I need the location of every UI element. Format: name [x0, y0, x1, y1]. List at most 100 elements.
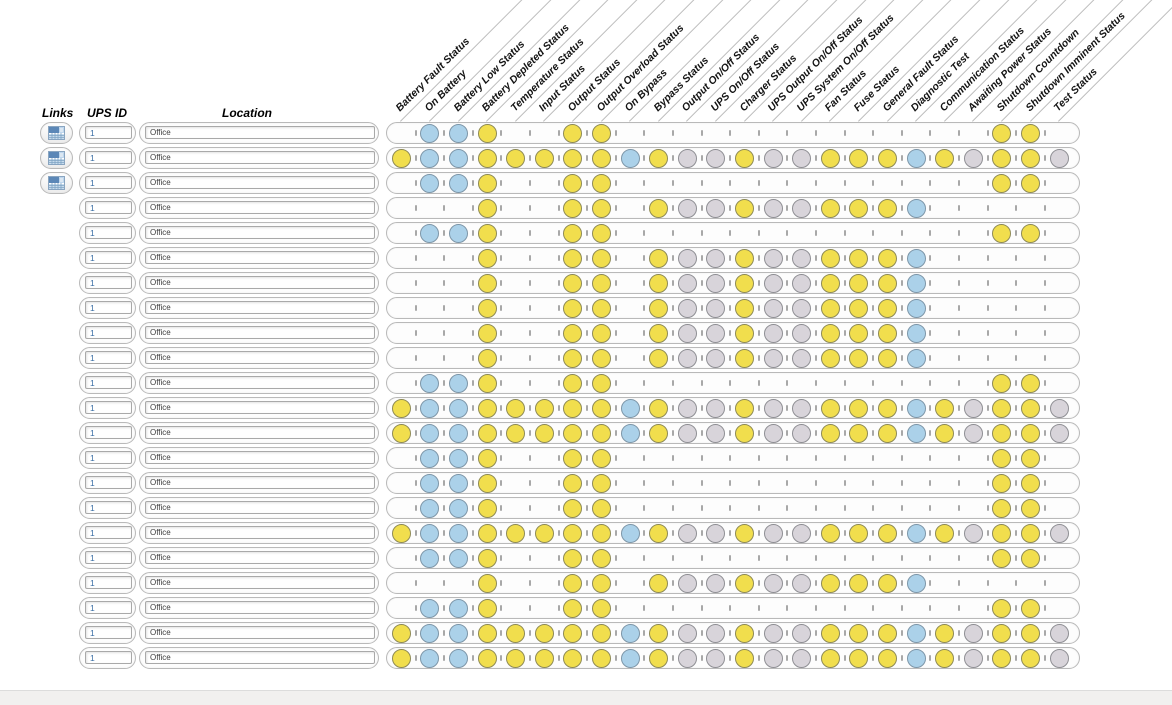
ups-id-input[interactable]: [85, 126, 132, 139]
status-led: [477, 598, 497, 618]
ups-id-input[interactable]: [85, 176, 132, 189]
status-cell: [816, 572, 845, 594]
ups-id-input[interactable]: [85, 251, 132, 264]
location-input[interactable]: [145, 226, 375, 239]
location-input[interactable]: [145, 451, 375, 464]
status-cell: [845, 297, 874, 319]
links-button[interactable]: [40, 172, 73, 194]
location-input[interactable]: [145, 126, 375, 139]
location-input[interactable]: [145, 151, 375, 164]
cell-separator: [843, 155, 846, 161]
cell-separator: [500, 380, 503, 386]
ups-id-input[interactable]: [85, 551, 132, 564]
ups-id-input[interactable]: [85, 301, 132, 314]
status-cell: [444, 597, 473, 619]
location-input[interactable]: [145, 401, 375, 414]
ups-id-input[interactable]: [85, 326, 132, 339]
location-input[interactable]: [145, 501, 375, 514]
cell-separator: [986, 155, 989, 161]
status-cell: [644, 147, 673, 169]
location-input[interactable]: [145, 426, 375, 439]
ups-id-input[interactable]: [85, 226, 132, 239]
ups-id-input[interactable]: [85, 201, 132, 214]
status-led: [877, 198, 897, 218]
status-led: [820, 523, 840, 543]
status-cell: [673, 497, 702, 519]
location-input[interactable]: [145, 476, 375, 489]
links-button[interactable]: [40, 122, 73, 144]
location-input[interactable]: [145, 351, 375, 364]
location-input[interactable]: [145, 276, 375, 289]
location-field-frame: [139, 497, 379, 519]
status-led: [963, 648, 983, 668]
status-cell: [387, 147, 416, 169]
status-cell: [444, 247, 473, 269]
cell-separator: [900, 580, 903, 586]
cell-separator: [1043, 555, 1046, 561]
location-input[interactable]: [145, 651, 375, 664]
ups-id-input[interactable]: [85, 626, 132, 639]
status-cell: [902, 397, 931, 419]
status-led: [763, 523, 783, 543]
status-cell: [587, 647, 616, 669]
location-input[interactable]: [145, 551, 375, 564]
ups-id-input[interactable]: [85, 426, 132, 439]
status-cell: [530, 572, 559, 594]
status-cell: [444, 197, 473, 219]
ups-id-field-frame: [79, 222, 136, 244]
cell-separator: [557, 630, 560, 636]
ups-id-input[interactable]: [85, 476, 132, 489]
status-cell: [501, 522, 530, 544]
ups-id-input[interactable]: [85, 451, 132, 464]
status-cell: [473, 397, 502, 419]
location-field-frame: [139, 247, 379, 269]
cell-separator: [900, 555, 903, 561]
status-cell: [1045, 647, 1074, 669]
status-cell: [902, 197, 931, 219]
location-input[interactable]: [145, 576, 375, 589]
status-led: [849, 298, 869, 318]
status-led: [792, 323, 812, 343]
location-input[interactable]: [145, 251, 375, 264]
ups-id-input[interactable]: [85, 526, 132, 539]
status-led: [649, 348, 669, 368]
location-input[interactable]: [145, 626, 375, 639]
status-led: [506, 423, 526, 443]
location-input[interactable]: [145, 301, 375, 314]
status-cell: [1016, 322, 1045, 344]
status-cell: [559, 597, 588, 619]
status-led: [448, 598, 468, 618]
ups-id-input[interactable]: [85, 601, 132, 614]
cell-separator: [872, 655, 875, 661]
status-cell: [759, 572, 788, 594]
ups-id-input[interactable]: [85, 651, 132, 664]
location-input[interactable]: [145, 176, 375, 189]
ups-id-input[interactable]: [85, 351, 132, 364]
location-input[interactable]: [145, 201, 375, 214]
cell-separator: [815, 255, 817, 261]
location-column-header: Location: [222, 106, 272, 120]
status-cell: [530, 397, 559, 419]
location-input[interactable]: [145, 526, 375, 539]
cell-separator: [557, 355, 560, 361]
ups-id-input[interactable]: [85, 501, 132, 514]
ups-id-input[interactable]: [85, 576, 132, 589]
status-cell: [387, 447, 416, 469]
location-input[interactable]: [145, 376, 375, 389]
cell-separator: [872, 380, 875, 386]
status-cell: [845, 547, 874, 569]
cell-separator: [443, 405, 446, 411]
status-cell: [873, 572, 902, 594]
links-button[interactable]: [40, 147, 73, 169]
ups-id-input[interactable]: [85, 151, 132, 164]
ups-id-input[interactable]: [85, 401, 132, 414]
status-led: [792, 298, 812, 318]
ups-id-input[interactable]: [85, 376, 132, 389]
status-cell: [644, 647, 673, 669]
status-cell: [845, 622, 874, 644]
bottom-scrollbar-track[interactable]: [0, 690, 1172, 705]
location-input[interactable]: [145, 326, 375, 339]
status-led: [1049, 423, 1069, 443]
location-input[interactable]: [145, 601, 375, 614]
ups-id-input[interactable]: [85, 276, 132, 289]
